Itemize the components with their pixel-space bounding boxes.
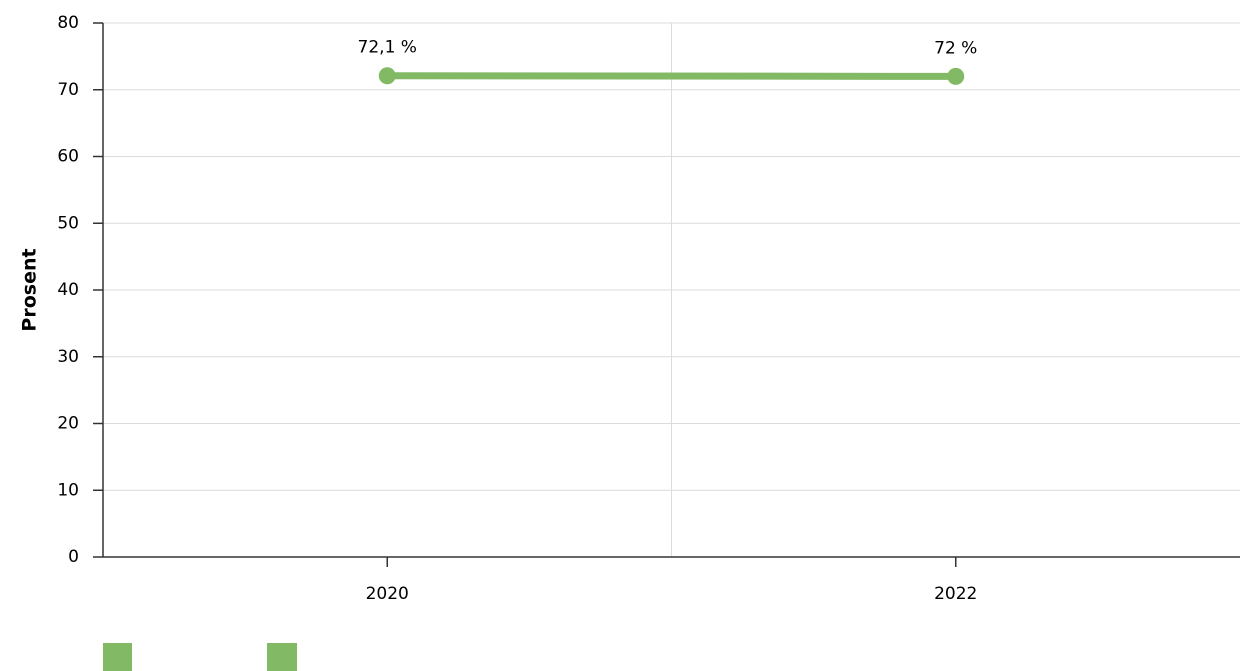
value-label: 72,1 % (358, 38, 417, 58)
y-tick-label: 80 (57, 13, 79, 33)
y-tick-label: 50 (57, 213, 79, 233)
x-tick-label: 2020 (366, 584, 409, 604)
y-tick-label: 0 (68, 547, 79, 567)
y-tick-label: 20 (57, 414, 79, 434)
point (947, 67, 965, 85)
y-tick-label: 60 (57, 147, 79, 167)
legend-swatch (267, 643, 297, 671)
point (378, 67, 396, 85)
line (383, 72, 960, 80)
legend-swatch (103, 643, 132, 671)
y-tick-label: 30 (57, 347, 79, 367)
y-tick-label: 70 (57, 80, 79, 100)
value-label: 72 % (934, 38, 977, 58)
y-tick-label: 10 (57, 480, 79, 500)
y-axis-label: Prosent (19, 248, 41, 331)
x-tick-label: 2022 (934, 584, 977, 604)
y-tick-label: 40 (57, 280, 79, 300)
